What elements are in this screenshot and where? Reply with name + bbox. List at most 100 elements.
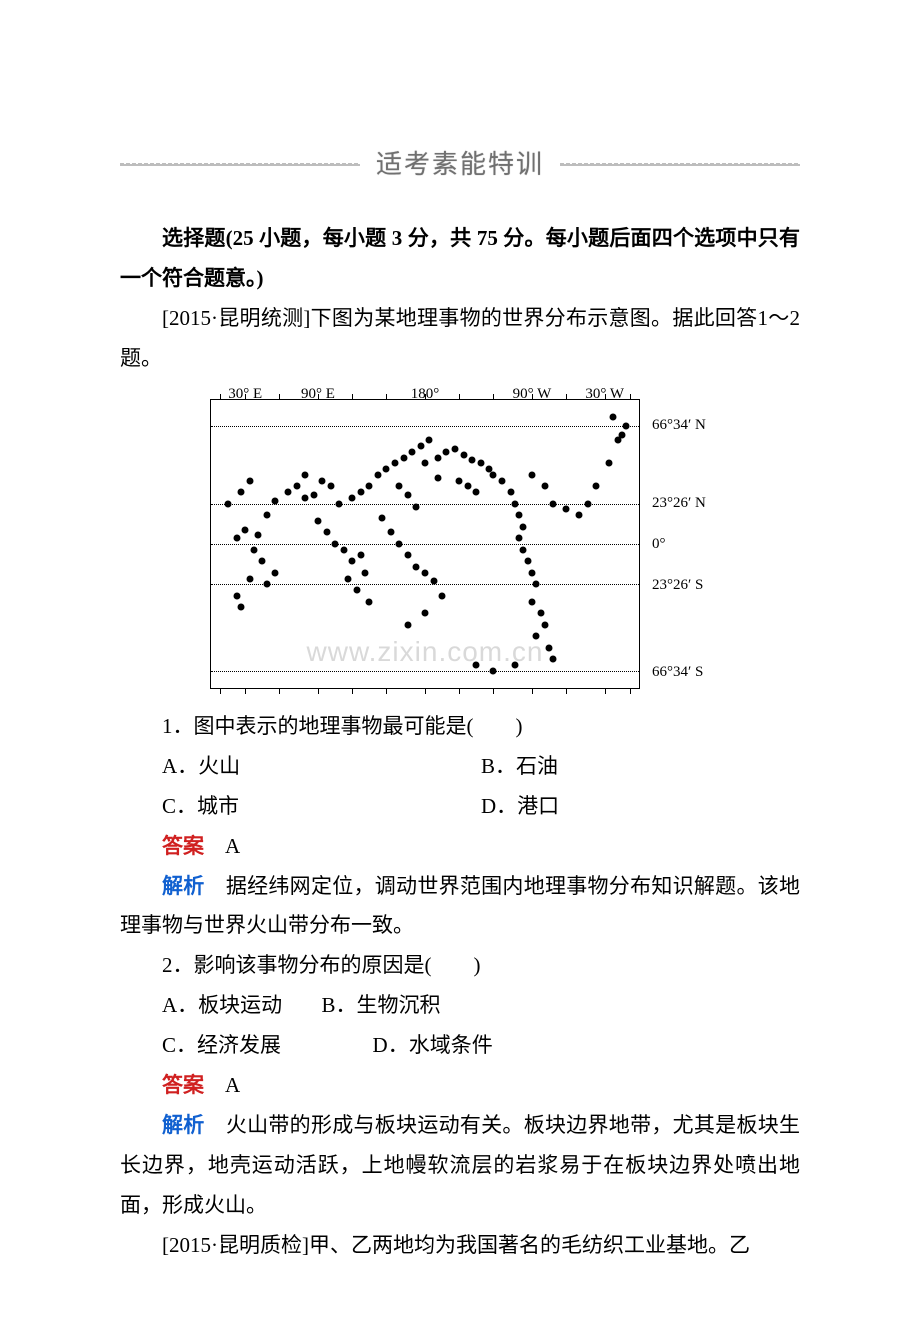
data-point	[340, 546, 347, 553]
data-point	[460, 451, 467, 458]
axis-tick	[352, 394, 353, 400]
section-title: 适考素能特训	[360, 140, 560, 189]
data-point	[259, 558, 266, 565]
data-point	[439, 592, 446, 599]
data-point	[400, 454, 407, 461]
data-point	[516, 535, 523, 542]
data-point	[473, 489, 480, 496]
data-point	[285, 489, 292, 496]
data-point	[610, 414, 617, 421]
data-point	[417, 443, 424, 450]
q1-option-b: B．石油	[481, 747, 800, 787]
distribution-map: www.zixin.com.cn 30° E90° E180°90° W30° …	[120, 389, 800, 699]
data-point	[546, 644, 553, 651]
data-point	[499, 477, 506, 484]
data-point	[246, 575, 253, 582]
data-point	[576, 512, 583, 519]
data-point	[533, 581, 540, 588]
data-point	[537, 610, 544, 617]
header-rule-right	[560, 163, 800, 166]
data-point	[263, 512, 270, 519]
axis-tick	[459, 688, 460, 694]
latitude-line	[211, 671, 639, 672]
data-point	[593, 483, 600, 490]
q2-options: A．板块运动 B．生物沉积 C．经济发展D．水域条件	[120, 986, 800, 1066]
data-point	[237, 489, 244, 496]
data-point	[456, 477, 463, 484]
axis-tick	[245, 688, 246, 694]
axis-tick	[566, 394, 567, 400]
axis-tick	[605, 688, 606, 694]
data-point	[374, 471, 381, 478]
axis-tick	[386, 688, 387, 694]
axis-tick	[279, 688, 280, 694]
analysis-label: 解析	[162, 874, 205, 898]
data-point	[524, 558, 531, 565]
data-point	[409, 448, 416, 455]
data-point	[357, 552, 364, 559]
data-point	[336, 500, 343, 507]
axis-tick	[493, 394, 494, 400]
data-point	[422, 569, 429, 576]
next-passage-intro: [2015·昆明质检]甲、乙两地均为我国著名的毛纺织工业基地。乙	[120, 1226, 800, 1266]
axis-tick	[386, 394, 387, 400]
q2-option-c: C．经济发展	[162, 1026, 373, 1066]
data-point	[511, 661, 518, 668]
data-point	[520, 546, 527, 553]
data-point	[507, 489, 514, 496]
data-point	[490, 667, 497, 674]
q2-analysis-text: 火山带的形成与板块运动有关。板块边界地带，尤其是板块生长边界，地壳运动活跃，上地…	[120, 1113, 800, 1217]
data-point	[349, 494, 356, 501]
data-point	[404, 552, 411, 559]
data-point	[464, 483, 471, 490]
axis-tick	[459, 394, 460, 400]
q2-option-c-wrap: C．经济发展D．水域条件	[162, 1026, 800, 1066]
axis-tick	[279, 394, 280, 400]
axis-tick	[220, 394, 221, 400]
data-point	[426, 437, 433, 444]
data-point	[272, 497, 279, 504]
latitude-label: 23°26′ N	[652, 489, 706, 518]
data-point	[529, 471, 536, 478]
data-point	[434, 454, 441, 461]
data-point	[332, 540, 339, 547]
data-point	[550, 656, 557, 663]
data-point	[434, 474, 441, 481]
data-point	[541, 621, 548, 628]
data-point	[396, 483, 403, 490]
axis-tick	[352, 688, 353, 694]
data-point	[349, 558, 356, 565]
data-point	[310, 491, 317, 498]
q1-option-a: A．火山	[162, 747, 481, 787]
data-point	[520, 523, 527, 530]
data-point	[529, 598, 536, 605]
data-point	[413, 503, 420, 510]
latitude-label: 66°34′ N	[652, 411, 706, 440]
q1-stem: 1．图中表示的地理事物最可能是( )	[120, 707, 800, 747]
axis-tick	[245, 394, 246, 400]
data-point	[469, 457, 476, 464]
data-point	[511, 500, 518, 507]
axis-tick	[493, 688, 494, 694]
section-header: 适考素能特训	[120, 140, 800, 189]
data-point	[344, 575, 351, 582]
axis-tick	[605, 394, 606, 400]
axis-tick	[630, 688, 631, 694]
data-point	[618, 431, 625, 438]
data-point	[516, 512, 523, 519]
q2-answer: A	[225, 1073, 240, 1097]
data-point	[250, 546, 257, 553]
data-point	[366, 598, 373, 605]
data-point	[233, 535, 240, 542]
data-point	[533, 633, 540, 640]
data-point	[606, 460, 613, 467]
data-point	[319, 477, 326, 484]
q1-analysis-text: 据经纬网定位，调动世界范围内地理事物分布知识解题。该地理事物与世界火山带分布一致…	[120, 874, 800, 938]
data-point	[422, 460, 429, 467]
data-point	[451, 445, 458, 452]
data-point	[584, 500, 591, 507]
data-point	[473, 661, 480, 668]
axis-tick	[425, 688, 426, 694]
data-point	[404, 621, 411, 628]
axis-tick	[425, 394, 426, 400]
